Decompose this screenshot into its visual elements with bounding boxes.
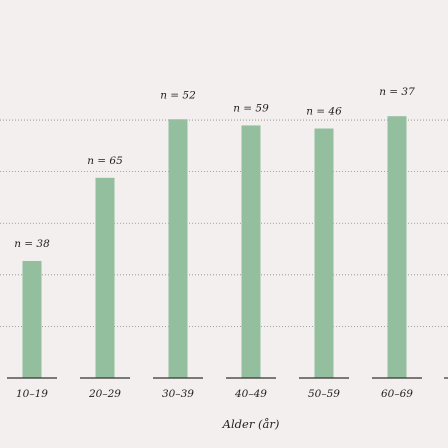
bar: [241, 125, 261, 378]
grid-lines: [0, 119, 448, 327]
data-labels: n = 38 n = 65 n = 52 n = 59 n = 46 n = 37: [14, 86, 415, 250]
x-tick-label: 50–59: [308, 388, 340, 400]
x-tick-label: 60–69: [381, 388, 413, 400]
x-axis-title: Alder (år): [222, 417, 280, 431]
data-label: n = 59: [233, 102, 269, 114]
bar: [168, 119, 188, 378]
bar: [314, 128, 334, 378]
bar: [22, 260, 42, 378]
bar: [95, 177, 115, 378]
bars: [22, 116, 407, 378]
x-tick-label: 30–39: [162, 388, 194, 400]
bar: [387, 116, 407, 378]
data-label: n = 46: [306, 106, 342, 118]
x-tick-labels: 10–19 20–29 30–39 40–49 50–59 60–69: [16, 388, 413, 400]
data-label: n = 38: [14, 238, 50, 250]
data-label: n = 52: [160, 89, 196, 101]
x-tick-label: 40–49: [234, 388, 267, 400]
data-label: n = 65: [87, 155, 123, 167]
x-tick-label: 20–29: [88, 388, 121, 400]
x-tick-label: 10–19: [16, 388, 48, 400]
data-label: n = 37: [379, 86, 415, 98]
